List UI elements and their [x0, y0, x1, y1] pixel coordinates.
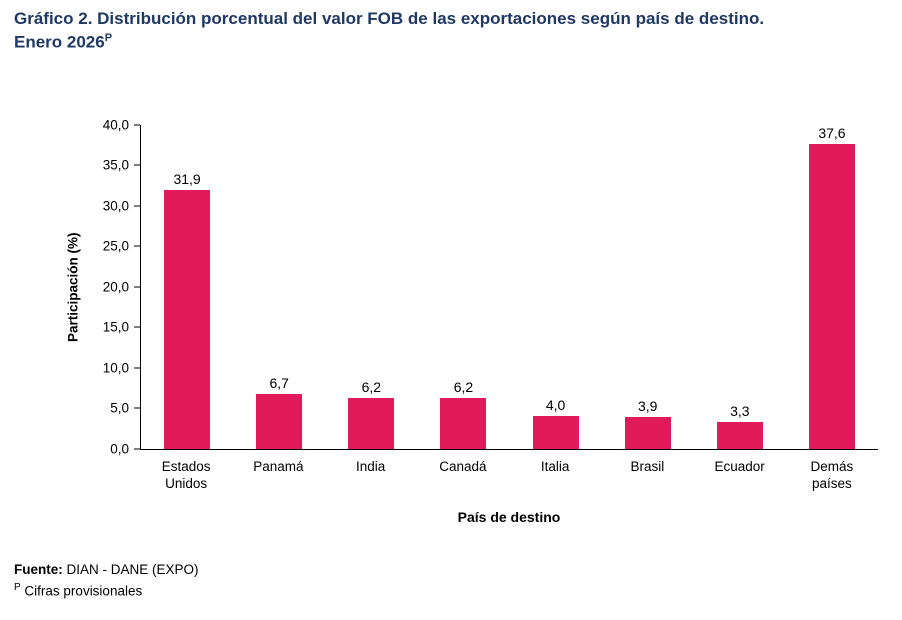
- y-tick-mark: [134, 367, 140, 369]
- bar-column: 6,7: [233, 125, 325, 449]
- bar: [348, 398, 395, 449]
- y-tick-label: 5,0: [110, 400, 129, 416]
- note-line: P Cifras provisionales: [14, 580, 888, 602]
- x-tick-label: Italia: [540, 458, 570, 474]
- y-tick-mark: [134, 326, 140, 328]
- y-tick-label: 10,0: [102, 360, 129, 376]
- note-superscript: P: [14, 582, 21, 594]
- x-tick-label: Canadá: [439, 458, 487, 474]
- plot-wrap: 31,9 6,7 6,2 6,2 4,0 3,9 3,3 37,6 Estados Unido…: [140, 124, 878, 525]
- y-tick-label: 20,0: [102, 279, 129, 295]
- bar: [716, 421, 763, 449]
- y-tick-mark: [134, 124, 140, 126]
- y-tick-label: 0,0: [110, 441, 129, 457]
- chart: Participación (%) 0,0 5,0 10,0 15,0 20,0 25,0…: [62, 117, 878, 525]
- y-tick-mark: [134, 245, 140, 247]
- x-tick-label: Estados Unidos: [161, 458, 211, 492]
- bar-column: 3,9: [602, 125, 694, 449]
- title-superscript: P: [104, 31, 113, 44]
- bar-value-label: 3,9: [637, 397, 658, 414]
- y-tick-mark: [134, 164, 140, 166]
- x-tick-label: Brasil: [630, 458, 665, 474]
- bar-value-label: 4,0: [545, 397, 566, 414]
- bar-value-label: 6,2: [361, 379, 382, 396]
- bar: [624, 416, 671, 449]
- bar: [532, 416, 579, 449]
- y-tick-label: 40,0: [102, 117, 129, 133]
- x-tick-label: Panamá: [253, 458, 304, 474]
- bar-column: 6,2: [417, 125, 509, 449]
- source-label: Fuente:: [14, 561, 63, 577]
- source-line: Fuente: DIAN - DANE (EXPO): [14, 559, 888, 581]
- bar-value-label: 31,9: [173, 171, 201, 188]
- y-axis: 0,0 5,0 10,0 15,0 20,0 25,0 30,0 35,0 40,0: [84, 117, 140, 456]
- y-tick-mark: [134, 407, 140, 409]
- y-axis-title: Participación (%): [65, 232, 81, 342]
- y-tick-label: 15,0: [102, 319, 129, 335]
- y-tick-label: 25,0: [102, 238, 129, 254]
- x-axis-title: País de destino: [457, 508, 561, 525]
- bar-value-label: 6,2: [453, 379, 474, 396]
- bar: [808, 143, 855, 449]
- bar: [440, 398, 487, 449]
- x-tick-label: Demás países: [810, 458, 854, 492]
- bar-column: 31,9: [141, 125, 233, 449]
- source-text: DIAN - DANE (EXPO): [62, 561, 199, 577]
- bar-value-label: 3,3: [730, 402, 750, 419]
- note-text: Cifras provisionales: [20, 583, 143, 599]
- chart-title-line1: Gráfico 2. Distribución porcentual del v…: [14, 9, 765, 28]
- plot-area: 31,9 6,7 6,2 6,2 4,0 3,9 3,3 37,6: [140, 124, 878, 450]
- bar-column: 37,6: [786, 125, 878, 449]
- y-tick-mark: [134, 286, 140, 288]
- bar-value-label: 6,7: [269, 375, 289, 392]
- y-tick-mark: [134, 448, 140, 450]
- chart-title: Gráfico 2. Distribución porcentual del v…: [14, 8, 888, 55]
- bar-column: 4,0: [510, 125, 602, 449]
- x-tick-label: India: [355, 458, 386, 474]
- y-tick-label: 30,0: [102, 198, 129, 214]
- bar: [256, 394, 303, 449]
- chart-title-line2: Enero 2026P: [14, 31, 113, 52]
- bar-value-label: 37,6: [818, 124, 846, 141]
- bar-column: 3,3: [694, 125, 786, 449]
- y-tick-label: 35,0: [102, 157, 129, 173]
- y-tick-mark: [134, 205, 140, 207]
- x-tick-label: Ecuador: [714, 458, 765, 474]
- bar: [164, 190, 211, 449]
- x-axis-labels: Estados Unidos Panamá India Canadá Italia Bra…: [140, 458, 878, 493]
- footer: Fuente: DIAN - DANE (EXPO) P Cifras prov…: [14, 559, 888, 603]
- bar-column: 6,2: [325, 125, 417, 449]
